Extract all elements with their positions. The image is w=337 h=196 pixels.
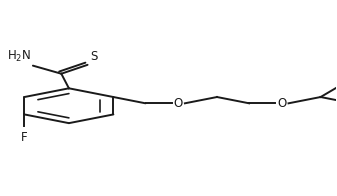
Text: O: O (174, 97, 183, 110)
Text: O: O (277, 97, 286, 110)
Text: F: F (21, 131, 28, 144)
Text: S: S (90, 50, 98, 63)
Text: H$_2$N: H$_2$N (7, 49, 31, 64)
